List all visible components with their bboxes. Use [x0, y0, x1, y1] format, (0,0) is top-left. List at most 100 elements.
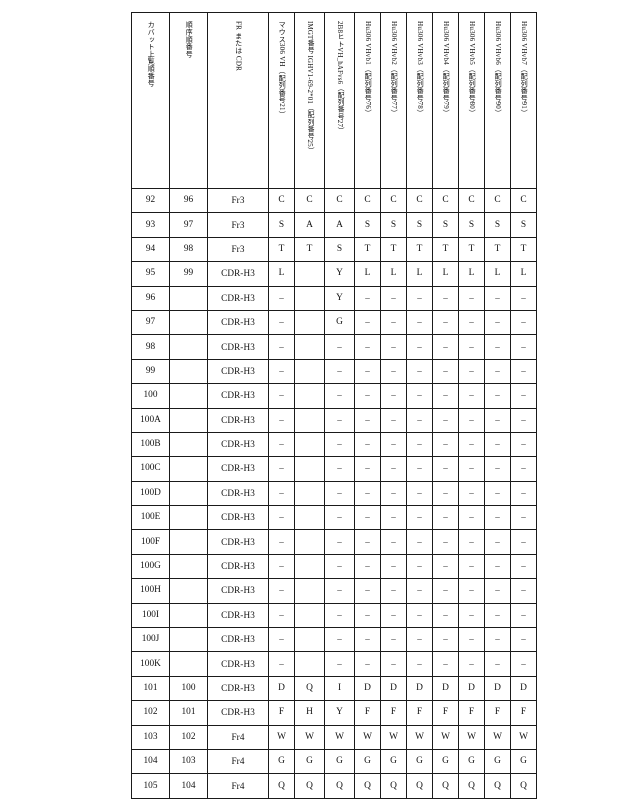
cell-residue-c6: – — [406, 480, 433, 507]
cell-residue-c1: C — [268, 187, 295, 214]
cell-region: CDR-H3 — [207, 675, 269, 702]
table-row: 100D CDR-H3– – – – – – – – – — [131, 480, 537, 507]
table-row: 101 100 CDR-H3 D Q I D D D D D D D — [131, 675, 537, 702]
cell-residue-c3: – — [324, 334, 355, 360]
cell-region: Fr3 — [207, 187, 269, 214]
cell-residue-c7: – — [432, 456, 459, 482]
cell-residue-c5: – — [380, 431, 407, 458]
cell-residue-c4: T — [354, 236, 381, 263]
cell-residue-c1: – — [268, 578, 295, 604]
cell-residue-c6: D — [406, 675, 433, 702]
cell-residue-c1: – — [268, 285, 295, 311]
table-row: 100B CDR-H3– – – – – – – – – — [131, 431, 537, 458]
column-header-col-7: Hu306 VHvb4（配列番号79） — [432, 12, 459, 189]
cell-residue-c3: Y — [324, 700, 355, 726]
cell-residue-c3: G — [324, 309, 355, 336]
cell-residue-c2 — [294, 358, 325, 385]
column-header-col-1: マウス306 VH（配列番号21） — [268, 12, 295, 189]
cell-residue-c2: Q — [294, 675, 325, 702]
cell-residue-c8: T — [458, 236, 485, 263]
cell-residue-c9: – — [484, 529, 511, 555]
cell-residue-c3: Y — [324, 261, 355, 287]
cell-residue-c8: W — [458, 724, 485, 750]
cell-residue-c7: – — [432, 578, 459, 604]
header-label: Hu306 VHvb2（配列番号77） — [390, 20, 399, 116]
cell-residue-c7: – — [432, 480, 459, 507]
cell-residue-c4: F — [354, 700, 381, 726]
cell-residue-c3: – — [324, 480, 355, 507]
cell-residue-c6: G — [406, 748, 433, 775]
cell-imgt-number — [169, 529, 208, 555]
cell-residue-c7: – — [432, 553, 459, 580]
cell-residue-c5: – — [380, 529, 407, 555]
cell-residue-c4: Q — [354, 773, 381, 799]
cell-residue-c1: – — [268, 529, 295, 555]
cell-residue-c6: C — [406, 187, 433, 214]
cell-region: CDR-H3 — [207, 261, 269, 287]
cell-residue-c2 — [294, 261, 325, 287]
cell-residue-c5: – — [380, 334, 407, 360]
cell-residue-c2 — [294, 553, 325, 580]
cell-residue-c4: – — [354, 358, 381, 385]
cell-region: CDR-H3 — [207, 358, 269, 385]
cell-residue-c9: – — [484, 651, 511, 677]
cell-kabat-number: 94 — [131, 236, 170, 263]
cell-residue-c10: – — [510, 553, 537, 580]
cell-residue-c3: A — [324, 212, 355, 238]
cell-residue-c10: – — [510, 578, 537, 604]
cell-kabat-number: 92 — [131, 187, 170, 214]
cell-imgt-number: 98 — [169, 236, 208, 263]
table-row: 98 CDR-H3– – – – – – – – – — [131, 334, 537, 360]
cell-imgt-number: 101 — [169, 700, 208, 726]
cell-residue-c1: – — [268, 309, 295, 336]
cell-residue-c10: G — [510, 748, 537, 775]
cell-kabat-number: 98 — [131, 334, 170, 360]
cell-residue-c4: – — [354, 529, 381, 555]
cell-residue-c3: – — [324, 505, 355, 531]
cell-residue-c10: – — [510, 505, 537, 531]
cell-residue-c7: L — [432, 261, 459, 287]
cell-residue-c8: – — [458, 383, 485, 409]
cell-residue-c5: – — [380, 407, 407, 433]
cell-residue-c4: – — [354, 309, 381, 336]
cell-residue-c9: – — [484, 602, 511, 629]
cell-residue-c6: S — [406, 212, 433, 238]
cell-imgt-number — [169, 431, 208, 458]
cell-imgt-number: 102 — [169, 724, 208, 750]
cell-residue-c5: – — [380, 505, 407, 531]
cell-residue-c1: L — [268, 261, 295, 287]
cell-residue-c6: – — [406, 431, 433, 458]
cell-residue-c10: C — [510, 187, 537, 214]
cell-residue-c1: – — [268, 602, 295, 629]
cell-residue-c5: T — [380, 236, 407, 263]
cell-residue-c6: – — [406, 334, 433, 360]
table-row: 103 102 Fr4 W W W W W W W W W W — [131, 724, 537, 750]
cell-residue-c3: Y — [324, 285, 355, 311]
cell-residue-c8: D — [458, 675, 485, 702]
cell-residue-c9: – — [484, 480, 511, 507]
cell-residue-c4: – — [354, 651, 381, 677]
cell-residue-c9: – — [484, 456, 511, 482]
cell-residue-c9: – — [484, 334, 511, 360]
cell-residue-c8: – — [458, 553, 485, 580]
cell-residue-c3: I — [324, 675, 355, 702]
header-row: カバット上覧順番号 順序順番号 FR または CDR マウス306 VH（配列番… — [131, 12, 537, 189]
cell-residue-c7: – — [432, 529, 459, 555]
cell-residue-c1: D — [268, 675, 295, 702]
cell-residue-c7: D — [432, 675, 459, 702]
table-row: 100C CDR-H3– – – – – – – – – — [131, 456, 537, 482]
cell-imgt-number — [169, 651, 208, 677]
cell-residue-c1: Q — [268, 773, 295, 799]
cell-residue-c7: – — [432, 602, 459, 629]
header-label: 順序順番号 — [185, 20, 194, 58]
cell-region: CDR-H3 — [207, 578, 269, 604]
table-row: 99 CDR-H3– – – – – – – – – — [131, 358, 537, 385]
cell-residue-c2: Q — [294, 773, 325, 799]
cell-residue-c1: – — [268, 358, 295, 385]
table-row: 104 103 Fr4 G G G G G G G G G G — [131, 748, 537, 775]
cell-residue-c3: – — [324, 578, 355, 604]
cell-residue-c9: – — [484, 578, 511, 604]
cell-kabat-number: 99 — [131, 358, 170, 385]
cell-imgt-number — [169, 309, 208, 336]
cell-residue-c10: – — [510, 431, 537, 458]
